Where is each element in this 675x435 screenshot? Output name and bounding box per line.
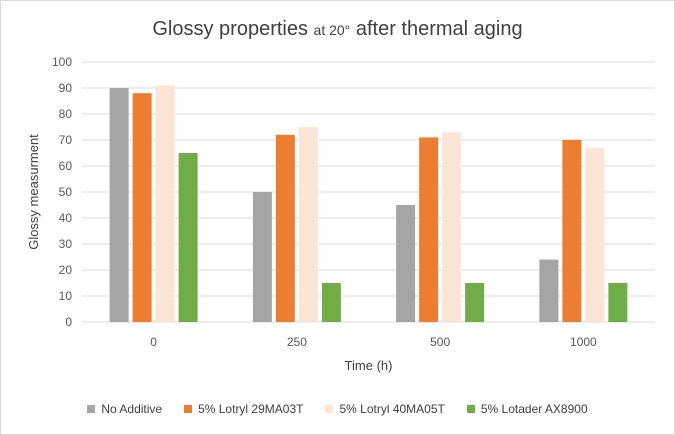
y-tick-label: 40 xyxy=(59,211,73,225)
legend-label: No Additive xyxy=(101,402,163,416)
y-tick-label: 30 xyxy=(59,237,73,251)
y-tick-label: 80 xyxy=(59,107,73,121)
legend-label: 5% Lotryl 40MA05T xyxy=(339,402,445,416)
chart-title: Glossy properties at 20° after thermal a… xyxy=(0,18,675,41)
y-axis-title: Glossy measurment xyxy=(26,134,41,250)
legend-swatch xyxy=(466,405,475,413)
legend-label: 5% Lotryl 29MA03T xyxy=(198,402,304,416)
chart-title-angle: at 20° xyxy=(313,22,351,38)
bar xyxy=(132,93,152,322)
legend-item: 5% Lotryl 40MA05T xyxy=(325,402,445,416)
bar xyxy=(252,192,272,322)
bar xyxy=(298,127,318,322)
chart-title-rest: after thermal aging xyxy=(355,18,523,40)
y-tick-label: 10 xyxy=(59,289,73,303)
bar xyxy=(608,283,628,322)
y-tick-label: 20 xyxy=(59,263,73,277)
legend-swatch xyxy=(325,405,334,413)
bar xyxy=(442,132,462,322)
chart-title-main: Glossy properties xyxy=(152,18,308,40)
x-tick-label: 0 xyxy=(150,335,157,349)
y-tick-label: 90 xyxy=(59,81,73,95)
legend-item: No Additive xyxy=(87,402,162,416)
bar xyxy=(585,147,605,322)
bar xyxy=(562,140,582,322)
bar xyxy=(321,283,341,322)
y-tick-label: 100 xyxy=(52,55,72,69)
bar xyxy=(275,134,295,322)
bar xyxy=(109,88,129,322)
bar xyxy=(539,259,559,322)
x-tick-label: 1000 xyxy=(570,335,597,349)
legend-swatch xyxy=(87,405,96,413)
bar xyxy=(465,283,485,322)
chart-legend: No Additive 5% Lotryl 29MA03T 5% Lotryl 40… xyxy=(0,402,675,416)
y-tick-label: 50 xyxy=(59,185,73,199)
y-tick-label: 60 xyxy=(59,159,73,173)
y-tick-label: 70 xyxy=(59,133,73,147)
x-tick-label: 250 xyxy=(287,335,307,349)
legend-label: 5% Lotader AX8900 xyxy=(480,402,588,416)
bar xyxy=(155,85,175,323)
legend-item: 5% Lotryl 29MA03T xyxy=(184,402,303,416)
bar xyxy=(419,137,439,322)
bar xyxy=(396,205,416,322)
legend-swatch xyxy=(184,405,193,413)
x-axis-title: Time (h) xyxy=(345,358,393,373)
bar xyxy=(178,153,198,322)
y-tick-label: 0 xyxy=(65,315,72,329)
x-tick-label: 500 xyxy=(430,335,450,349)
legend-item: 5% Lotader AX8900 xyxy=(466,402,588,416)
